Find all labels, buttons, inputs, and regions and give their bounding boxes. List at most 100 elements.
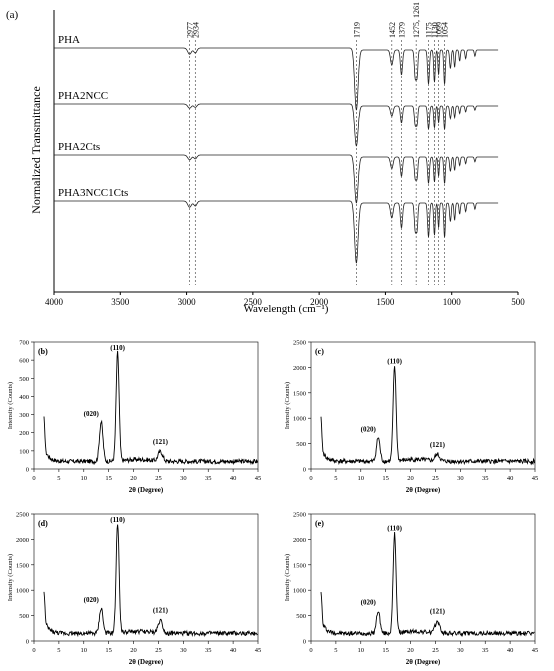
xrd-chart-b: 0 100 200 300 400 500 600 700 0 5 10 15 20 25 30 35 40 45…: [7, 340, 261, 495]
xrd-y-tick-label: 100: [19, 448, 29, 455]
xrd-y-tick-label: 600: [19, 358, 29, 365]
ftir-peak-label: 1275, 1261: [412, 2, 421, 38]
ftir-series-label: PHA3NCC1Cts: [58, 187, 128, 199]
xrd-y-tick-label: 700: [19, 340, 29, 347]
xrd-peak-label: (020): [84, 410, 100, 418]
xrd-x-tick-label: 10: [358, 475, 365, 482]
ftir-peak-label: 1719: [352, 22, 361, 38]
xrd-plot-frame: [310, 341, 536, 470]
xrd-peak-label: (020): [361, 426, 377, 434]
xrd-x-tick-label: 20: [407, 647, 414, 654]
xrd-y-tick-label: 0: [26, 467, 29, 474]
xrd-x-tick-label: 45: [255, 647, 262, 654]
xrd-x-tick-label: 20: [407, 475, 414, 482]
xrd-ylabel: Intensity (Counts): [7, 382, 14, 429]
xrd-x-tick-label: 15: [105, 647, 112, 654]
xrd-x-tick-label: 25: [432, 647, 439, 654]
xrd-series-line: [320, 366, 535, 466]
ftir-peak-label: 2934: [191, 22, 200, 38]
xrd-y-tick-label: 500: [19, 613, 29, 620]
xrd-peak-label: (121): [430, 441, 446, 449]
xrd-peak-label: (121): [430, 608, 446, 616]
ftir-peak-label: 1175: [425, 22, 434, 38]
xrd-x-tick-label: 0: [32, 647, 35, 654]
xrd-x-tick-label: 25: [432, 475, 439, 482]
ftir-x-tick-label: 2500: [244, 297, 263, 307]
xrd-panel-label: (e): [315, 519, 324, 528]
xrd-y-tick-label: 200: [19, 430, 29, 437]
xrd-chart-d: 0 500 1000 1500 2000 2500 0 5 10 15 20 25 30 35 40 45 2θ…: [7, 512, 262, 667]
xrd-x-tick-label: 25: [155, 647, 162, 654]
xrd-plot-frame: [33, 341, 259, 470]
ftir-x-tick-label: 2000: [310, 297, 329, 307]
xrd-plot-frame: [310, 513, 536, 642]
xrd-x-tick-label: 0: [309, 647, 312, 654]
xrd-ylabel: Intensity (Counts): [7, 554, 14, 601]
xrd-x-tick-label: 5: [57, 475, 60, 482]
xrd-peak-label: (020): [84, 596, 100, 604]
xrd-peak-label: (110): [110, 344, 125, 352]
xrd-x-tick-label: 15: [382, 647, 389, 654]
xrd-ylabel: Intensity (Counts): [284, 554, 291, 601]
xrd-peak-label: (110): [387, 524, 402, 532]
xrd-x-tick-label: 30: [457, 647, 464, 654]
xrd-ylabel: Intensity (Counts): [284, 382, 291, 429]
xrd-x-tick-label: 15: [105, 475, 112, 482]
xrd-panel-label: (d): [38, 519, 48, 528]
xrd-y-tick-label: 400: [19, 394, 29, 401]
xrd-x-tick-label: 40: [507, 475, 513, 482]
ftir-peak-label: 1379: [397, 22, 406, 38]
xrd-x-tick-label: 20: [130, 475, 137, 482]
xrd-xlabel: 2θ (Degree): [406, 658, 441, 666]
xrd-xlabel: 2θ (Degree): [129, 486, 164, 494]
xrd-x-tick-label: 40: [230, 647, 237, 654]
ftir-x-tick-label: 3500: [111, 297, 130, 307]
xrd-x-tick-label: 30: [180, 647, 187, 654]
ftir-x-tick-label: 4000: [45, 297, 64, 307]
xrd-series-line: [43, 350, 258, 466]
xrd-x-tick-label: 45: [532, 475, 539, 482]
xrd-x-tick-label: 20: [130, 647, 137, 654]
ftir-series-label: PHA2Cts: [58, 141, 100, 153]
xrd-peak-label: (110): [110, 516, 125, 524]
xrd-y-tick-label: 1000: [293, 416, 306, 423]
xrd-x-tick-label: 10: [81, 647, 88, 654]
ftir-series-label: PHA: [58, 34, 80, 46]
xrd-chart-e: 0 500 1000 1500 2000 2500 0 5 10 15 20 25 30 35 40 45 2θ…: [284, 512, 539, 667]
xrd-x-tick-label: 40: [507, 647, 513, 654]
ftir-peak-label: 2977: [186, 22, 195, 38]
xrd-y-tick-label: 2500: [293, 512, 306, 519]
ftir-peak-label: 1054: [441, 22, 450, 38]
xrd-peak-label: (121): [153, 607, 169, 615]
xrd-x-tick-label: 10: [81, 475, 88, 482]
xrd-xlabel: 2θ (Degree): [406, 486, 441, 494]
xrd-y-tick-label: 500: [296, 441, 306, 448]
panel-label-a: (a): [6, 9, 19, 21]
xrd-y-tick-label: 1500: [293, 562, 306, 569]
ftir-series-line: [54, 47, 499, 111]
xrd-x-tick-label: 35: [482, 475, 489, 482]
ftir-xlabel: Wavelength (cm⁻¹): [244, 303, 329, 315]
xrd-y-tick-label: 2500: [293, 340, 306, 347]
ftir-ylabel: Normalized Transmittance: [29, 86, 43, 214]
ftir-x-tick-label: 500: [511, 297, 525, 307]
xrd-x-tick-label: 5: [334, 475, 337, 482]
xrd-y-tick-label: 2000: [293, 365, 306, 372]
ftir-peak-label: 1452: [388, 22, 397, 38]
ftir-series-line: [54, 103, 499, 147]
xrd-x-tick-label: 30: [180, 475, 187, 482]
xrd-xlabel: 2θ (Degree): [129, 658, 164, 666]
xrd-series-line: [43, 524, 258, 638]
xrd-x-tick-label: 25: [155, 475, 162, 482]
ftir-chart: (a) Normalized Transmittance Wavelength …: [6, 2, 525, 315]
xrd-series-line: [320, 531, 535, 637]
xrd-x-tick-label: 0: [309, 475, 312, 482]
xrd-panel-label: (b): [38, 347, 48, 356]
ftir-peak-label: 1099: [435, 22, 444, 38]
xrd-y-tick-label: 1500: [16, 562, 29, 569]
xrd-y-tick-label: 1500: [293, 390, 306, 397]
xrd-peak-label: (110): [387, 357, 402, 365]
xrd-x-tick-label: 35: [205, 647, 212, 654]
xrd-x-tick-label: 35: [205, 475, 212, 482]
xrd-x-tick-label: 45: [532, 647, 539, 654]
